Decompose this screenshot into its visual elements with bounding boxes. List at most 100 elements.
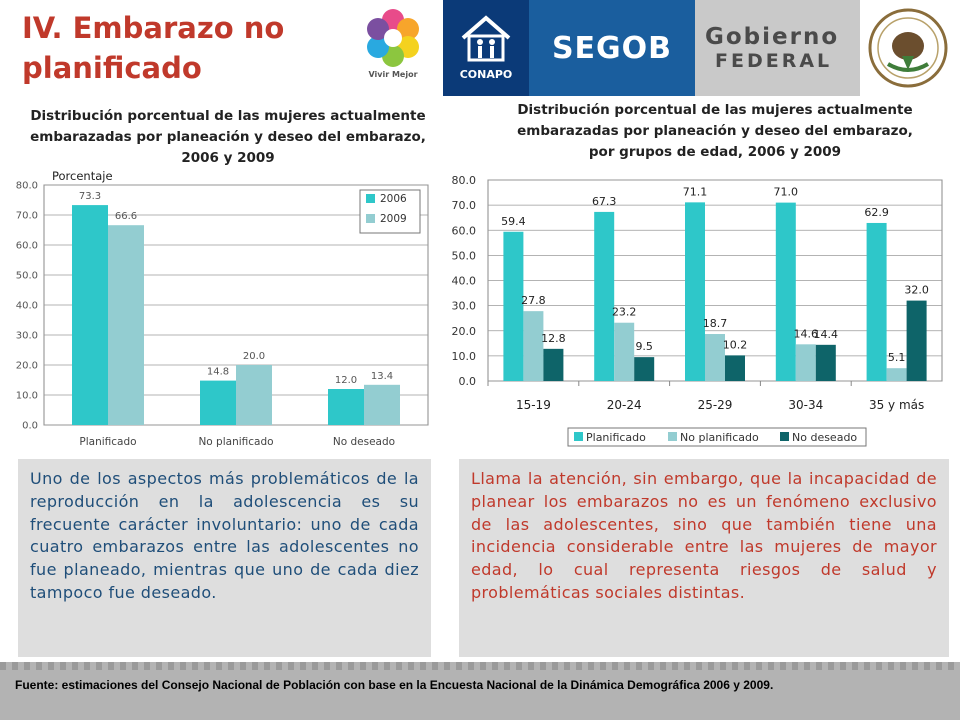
x-tick-label: 30-34: [788, 398, 823, 412]
data-label: 14.6: [794, 327, 819, 340]
y-tick-label: 70.0: [452, 199, 477, 212]
chart2-title: Distribución porcentual de las mujeres a…: [470, 100, 960, 163]
bar: [795, 344, 816, 381]
data-label: 62.9: [864, 206, 889, 219]
data-label: 73.3: [79, 191, 101, 202]
gobierno-text: Gobierno: [705, 24, 840, 50]
legend-swatch: [780, 432, 789, 441]
bar: [523, 311, 544, 381]
page-title: IV. Embarazo no planificado: [22, 8, 332, 88]
conapo-text: CONAPO: [459, 68, 513, 81]
y-tick-label: 0.0: [459, 375, 477, 388]
chart1-title: Distribución porcentual de las mujeres a…: [18, 106, 438, 169]
bar: [72, 205, 108, 425]
footer-stripe: [0, 662, 960, 670]
vivir-mejor-text: Vivir Mejor: [368, 70, 418, 79]
bar: [906, 300, 927, 381]
bar: [328, 389, 364, 425]
data-label: 71.1: [683, 185, 708, 198]
federal-text: FEDERAL: [715, 50, 833, 72]
legend-box: [567, 427, 867, 447]
y-tick-label: 30.0: [16, 331, 38, 342]
segob-logo: SEGOB: [529, 0, 695, 96]
chart1-svg: 0.0 10.0 20.0 30.0 40.0 50.0 60.0 70.0 80.0 Porce…: [16, 169, 429, 448]
page-title-line1: IV. Embarazo no: [22, 11, 285, 45]
bar: [685, 202, 705, 381]
bar: [200, 380, 236, 425]
x-tick-label: Planificado: [79, 436, 136, 448]
data-label: 67.3: [592, 195, 617, 208]
y-tick-label: 20.0: [452, 325, 477, 338]
x-tick-label: No planificado: [198, 436, 273, 448]
data-label: 10.2: [723, 338, 748, 351]
legend-swatch: [668, 432, 677, 441]
bar: [108, 225, 144, 425]
y-tick-label: 0.0: [22, 421, 38, 432]
page-title-line2: planificado: [22, 51, 202, 85]
data-label: 66.6: [115, 211, 137, 222]
x-tick-label: 25-29: [698, 398, 733, 412]
data-label: 14.4: [814, 328, 839, 341]
legend-swatch: [366, 194, 375, 203]
legend-label: 2006: [380, 193, 407, 205]
chart2-svg: 0.0 10.0 20.0 30.0 40.0 50.0 60.0 70.0 80.0 59.4 2…: [452, 174, 943, 447]
footer-source: Fuente: estimaciones del Consejo Naciona…: [15, 678, 774, 692]
vivir-mejor-flower-icon: [367, 9, 419, 67]
legend-swatch: [366, 214, 375, 223]
legend-label: No planificado: [680, 431, 759, 444]
y-tick-label: 70.0: [16, 211, 38, 222]
logo-band: Vivir Mejor CONAPO SEGOB Gobierno FEDERA…: [343, 0, 960, 96]
data-label: 59.4: [501, 215, 526, 228]
x-tick-label: 20-24: [607, 398, 642, 412]
chart1-title-line: embarazadas por planeación y deseo del e…: [30, 129, 426, 145]
y-tick-label: 60.0: [16, 241, 38, 252]
data-label: 5.1: [888, 351, 906, 364]
bar: [866, 222, 887, 381]
chart2-title-line: Distribución porcentual de las mujeres a…: [517, 102, 913, 118]
chart1-title-line: Distribución porcentual de las mujeres a…: [30, 108, 426, 124]
y-tick-label: 80.0: [16, 181, 38, 192]
bar: [543, 348, 564, 381]
data-label: 71.0: [774, 186, 799, 199]
chart1-title-line: 2006 y 2009: [181, 150, 275, 166]
data-label: 20.0: [243, 351, 265, 362]
segob-text: SEGOB: [551, 30, 673, 66]
bar: [705, 334, 725, 381]
y-tick-label: 10.0: [16, 391, 38, 402]
legend-label: 2009: [380, 213, 407, 225]
bar: [634, 357, 655, 381]
data-label: 12.8: [541, 332, 566, 345]
y-tick-label: 40.0: [16, 301, 38, 312]
x-tick-label: 35 y más: [869, 398, 924, 412]
conapo-logo: CONAPO: [443, 0, 529, 96]
legend-swatch: [574, 432, 583, 441]
text-box-left: Uno de los aspectos más problemáticos de…: [18, 459, 431, 657]
escudo-nacional-icon: [860, 0, 960, 96]
legend-label: Planificado: [586, 431, 646, 444]
y-tick-label: 40.0: [452, 275, 477, 288]
data-label: 12.0: [335, 375, 357, 386]
y-tick-label: 10.0: [452, 350, 477, 363]
gobierno-federal-logo: Gobierno FEDERAL: [695, 0, 860, 96]
y-tick-label: 30.0: [452, 300, 477, 313]
data-label: 18.7: [703, 317, 728, 330]
y-tick-label: 80.0: [452, 174, 477, 187]
y-tick-label: 60.0: [452, 224, 477, 237]
text-box-right: Llama la atención, sin embargo, que la i…: [459, 459, 949, 657]
bar: [503, 231, 524, 381]
bar: [236, 365, 272, 425]
data-label: 14.8: [207, 367, 229, 378]
data-label: 32.0: [904, 284, 929, 297]
data-label: 9.5: [635, 340, 653, 353]
bar: [886, 368, 907, 381]
vivir-mejor-logo: Vivir Mejor: [343, 0, 443, 96]
y-tick-label: 20.0: [16, 361, 38, 372]
bar: [364, 384, 400, 425]
bar: [775, 202, 796, 381]
x-tick-label: 15-19: [516, 398, 551, 412]
chart2-title-line: embarazadas por planeación y deseo del e…: [517, 123, 913, 139]
data-label: 23.2: [612, 306, 637, 319]
y-axis-title: Porcentaje: [52, 169, 113, 183]
data-label: 27.8: [521, 294, 546, 307]
bar: [614, 322, 635, 381]
